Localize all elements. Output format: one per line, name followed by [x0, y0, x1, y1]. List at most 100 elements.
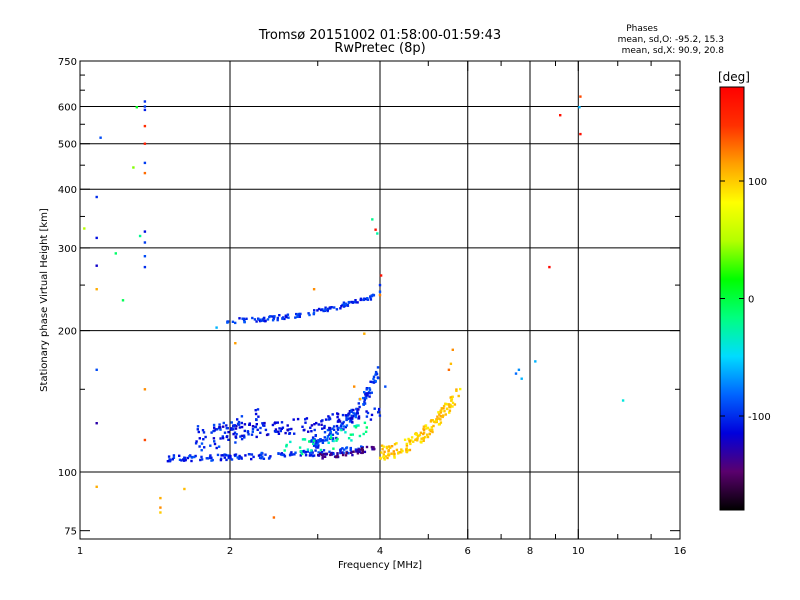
echo-point: [259, 431, 262, 434]
echo-point: [296, 417, 300, 421]
echo-point: [190, 459, 193, 463]
echo-point: [276, 316, 279, 320]
echo-point: [321, 457, 324, 460]
echo-point: [455, 389, 458, 392]
echo-point: [198, 437, 201, 440]
echo-point: [424, 424, 428, 427]
colorbar-tick-label: 0: [748, 295, 754, 306]
echo-point: [365, 397, 368, 400]
echo-point: [378, 290, 382, 293]
echo-point: [253, 318, 257, 321]
echo-point: [319, 448, 323, 452]
echo-point: [328, 433, 331, 436]
echo-point: [323, 426, 326, 430]
echo-point: [236, 418, 239, 421]
echo-point: [269, 455, 272, 458]
echo-point: [219, 457, 223, 460]
echo-point: [143, 105, 147, 108]
echo-point: [255, 435, 258, 439]
echo-point: [234, 441, 237, 444]
echo-point: [382, 455, 385, 459]
echo-point: [309, 451, 312, 455]
echo-point: [198, 445, 201, 448]
echo-point: [360, 451, 363, 454]
echo-point: [430, 426, 433, 429]
echo-point: [364, 430, 368, 433]
echo-point: [354, 299, 357, 302]
echo-point: [304, 421, 307, 424]
echo-point: [392, 450, 395, 453]
echo-point: [406, 449, 410, 452]
echo-point: [390, 452, 393, 455]
echo-point: [143, 124, 147, 128]
echo-point: [321, 427, 324, 430]
echo-point: [229, 454, 232, 458]
echo-point: [386, 456, 389, 460]
echo-point: [439, 418, 442, 421]
echo-point: [304, 454, 308, 457]
echo-point: [245, 317, 248, 320]
echo-point: [362, 403, 365, 406]
echo-point: [376, 366, 380, 369]
echo-point: [252, 455, 255, 459]
echo-point: [383, 458, 386, 461]
echo-point: [143, 438, 147, 442]
echo-point: [314, 445, 318, 448]
echo-point: [359, 397, 362, 401]
echo-point: [212, 423, 216, 427]
echo-point: [310, 430, 313, 433]
echo-point: [312, 442, 315, 445]
echo-point: [159, 496, 162, 500]
echo-point: [416, 437, 419, 440]
echo-point: [373, 447, 376, 451]
echo-point: [143, 142, 147, 145]
echo-point: [243, 429, 246, 433]
echo-point: [338, 420, 342, 423]
echo-point: [422, 428, 426, 431]
echo-point: [324, 418, 328, 421]
echo-point: [221, 437, 225, 440]
echo-point: [328, 426, 331, 430]
echo-point: [343, 304, 347, 307]
echo-point: [250, 433, 254, 436]
echo-point: [548, 265, 551, 269]
echo-point: [374, 373, 377, 376]
echo-point: [442, 414, 445, 417]
echo-point: [390, 445, 394, 448]
echo-point: [317, 451, 320, 454]
echo-point: [330, 453, 333, 456]
echo-point: [233, 424, 236, 427]
echo-point: [324, 452, 327, 455]
echo-point: [366, 394, 369, 397]
echo-point: [121, 299, 125, 302]
echo-point: [95, 195, 98, 199]
echo-point: [331, 427, 334, 430]
echo-point: [316, 309, 319, 312]
echo-point: [255, 320, 258, 323]
echo-point: [335, 424, 339, 428]
echo-point: [436, 415, 439, 418]
echo-point: [336, 455, 339, 458]
echo-point: [285, 445, 288, 448]
echo-point: [277, 452, 280, 455]
echo-point: [363, 450, 367, 454]
echo-point: [621, 399, 625, 402]
echo-point: [225, 427, 228, 430]
echo-point: [233, 453, 236, 457]
echo-point: [294, 316, 297, 319]
echo-point: [172, 454, 176, 457]
echo-point: [200, 458, 204, 461]
echo-point: [339, 425, 343, 428]
echo-point: [324, 306, 327, 309]
echo-point: [333, 306, 336, 309]
echo-point: [283, 449, 286, 452]
echo-point: [264, 453, 267, 456]
echo-point: [328, 417, 332, 421]
echo-point: [349, 419, 353, 422]
echo-point: [430, 419, 433, 422]
echo-point: [233, 431, 237, 434]
echo-point: [304, 418, 307, 421]
echo-point: [316, 441, 320, 444]
echo-point: [437, 417, 441, 420]
echo-point: [409, 442, 412, 446]
